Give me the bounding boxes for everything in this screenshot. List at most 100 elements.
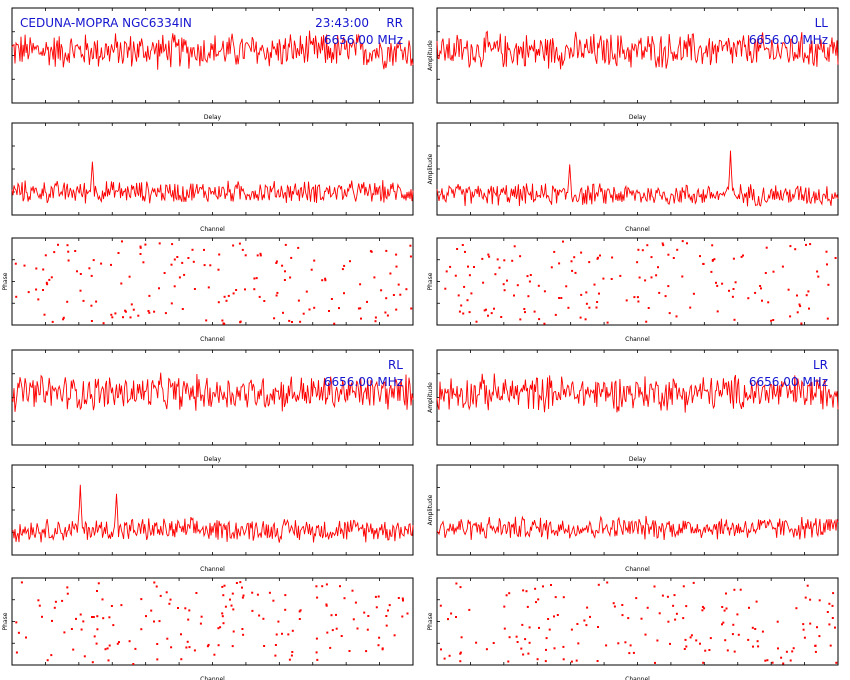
panel-LL-phase: Channel Phase <box>427 237 839 343</box>
phase-point <box>625 299 628 302</box>
phase-point <box>158 242 161 245</box>
y-axis-label: Phase <box>2 272 9 290</box>
phase-point <box>656 639 659 642</box>
series-line <box>436 515 839 541</box>
phase-point <box>405 288 408 291</box>
panel-LL-delay: Delay Amplitude LL 6656.00 MHz <box>427 7 839 121</box>
phase-point <box>132 308 135 311</box>
phase-point <box>647 307 650 309</box>
panel-RL-delay: Delay RL 6656.00 MHz <box>11 349 414 463</box>
phase-point <box>284 608 287 611</box>
phase-point <box>439 604 442 607</box>
phase-point <box>535 601 537 604</box>
phase-point <box>692 581 695 584</box>
phase-point <box>96 628 99 631</box>
phase-point <box>703 607 706 610</box>
phase-point <box>475 320 478 323</box>
phase-point <box>83 655 86 658</box>
phase-point <box>537 598 540 601</box>
phase-point <box>695 639 698 642</box>
phase-point <box>288 319 291 322</box>
phase-point <box>393 634 396 637</box>
phase-point <box>53 251 56 254</box>
phase-point <box>221 319 224 322</box>
phase-point <box>321 585 324 588</box>
phase-point <box>628 652 631 655</box>
phase-point <box>681 275 684 278</box>
phase-point <box>221 612 224 615</box>
series-line <box>11 30 414 70</box>
phase-point <box>90 320 93 322</box>
phase-point <box>834 626 836 629</box>
phase-point <box>508 592 511 595</box>
phase-point <box>685 605 688 608</box>
phase-point <box>195 592 198 594</box>
phase-point <box>72 648 75 651</box>
phase-point <box>796 311 799 314</box>
phase-point <box>17 631 20 634</box>
phase-point <box>378 636 381 639</box>
phase-point <box>826 263 828 266</box>
y-axis-label: Phase <box>427 612 434 630</box>
phase-point <box>440 648 442 651</box>
phase-point <box>46 659 49 662</box>
phase-point <box>288 658 291 661</box>
phase-point <box>159 594 162 597</box>
phase-point <box>468 608 471 611</box>
phase-point <box>828 602 831 605</box>
phase-point <box>806 584 809 587</box>
phase-point <box>805 294 808 297</box>
phase-point <box>93 635 96 638</box>
phase-point <box>66 586 69 589</box>
phase-point <box>516 641 519 643</box>
phase-point <box>515 635 518 638</box>
phase-point <box>409 255 412 258</box>
phase-point <box>466 299 469 302</box>
phase-point <box>633 296 636 299</box>
polarization-label: RL <box>388 358 403 372</box>
phase-point <box>460 304 463 307</box>
phase-point <box>239 581 242 584</box>
series-line <box>11 161 414 204</box>
phase-point <box>359 307 362 310</box>
phase-point <box>310 268 313 271</box>
phase-point <box>289 276 292 279</box>
panel-RL-phase: Channel Phase <box>2 577 414 680</box>
plot-frame <box>436 464 839 556</box>
phase-point <box>15 295 18 298</box>
phase-point <box>834 257 837 259</box>
phase-point <box>814 650 817 653</box>
phase-point <box>121 240 123 243</box>
phase-point <box>62 318 65 321</box>
phase-point <box>732 623 735 626</box>
phase-point <box>57 243 59 246</box>
phase-point <box>178 276 181 279</box>
phase-point <box>657 266 659 269</box>
phase-point <box>367 615 370 617</box>
phase-point <box>302 312 305 315</box>
phase-point <box>548 628 551 631</box>
phase-point <box>388 604 391 607</box>
phase-point <box>816 626 818 629</box>
phase-point <box>766 659 769 662</box>
phase-point <box>506 279 508 282</box>
phase-point <box>669 642 671 645</box>
phase-point <box>134 647 137 650</box>
phase-point <box>711 259 714 261</box>
phase-point <box>450 612 453 615</box>
phase-point <box>733 318 736 321</box>
y-axis-label: Amplitude <box>427 40 434 71</box>
phase-point <box>527 295 530 298</box>
phase-point <box>464 250 466 253</box>
phase-point <box>654 661 656 664</box>
phase-point <box>230 604 233 607</box>
phase-point <box>43 313 46 316</box>
phase-point <box>377 595 380 598</box>
phase-point <box>156 643 159 645</box>
phase-point <box>263 645 266 647</box>
phase-point <box>229 598 231 601</box>
phase-point <box>690 634 693 637</box>
phase-point <box>482 281 485 284</box>
phase-point <box>576 623 579 625</box>
phase-point <box>95 300 98 303</box>
